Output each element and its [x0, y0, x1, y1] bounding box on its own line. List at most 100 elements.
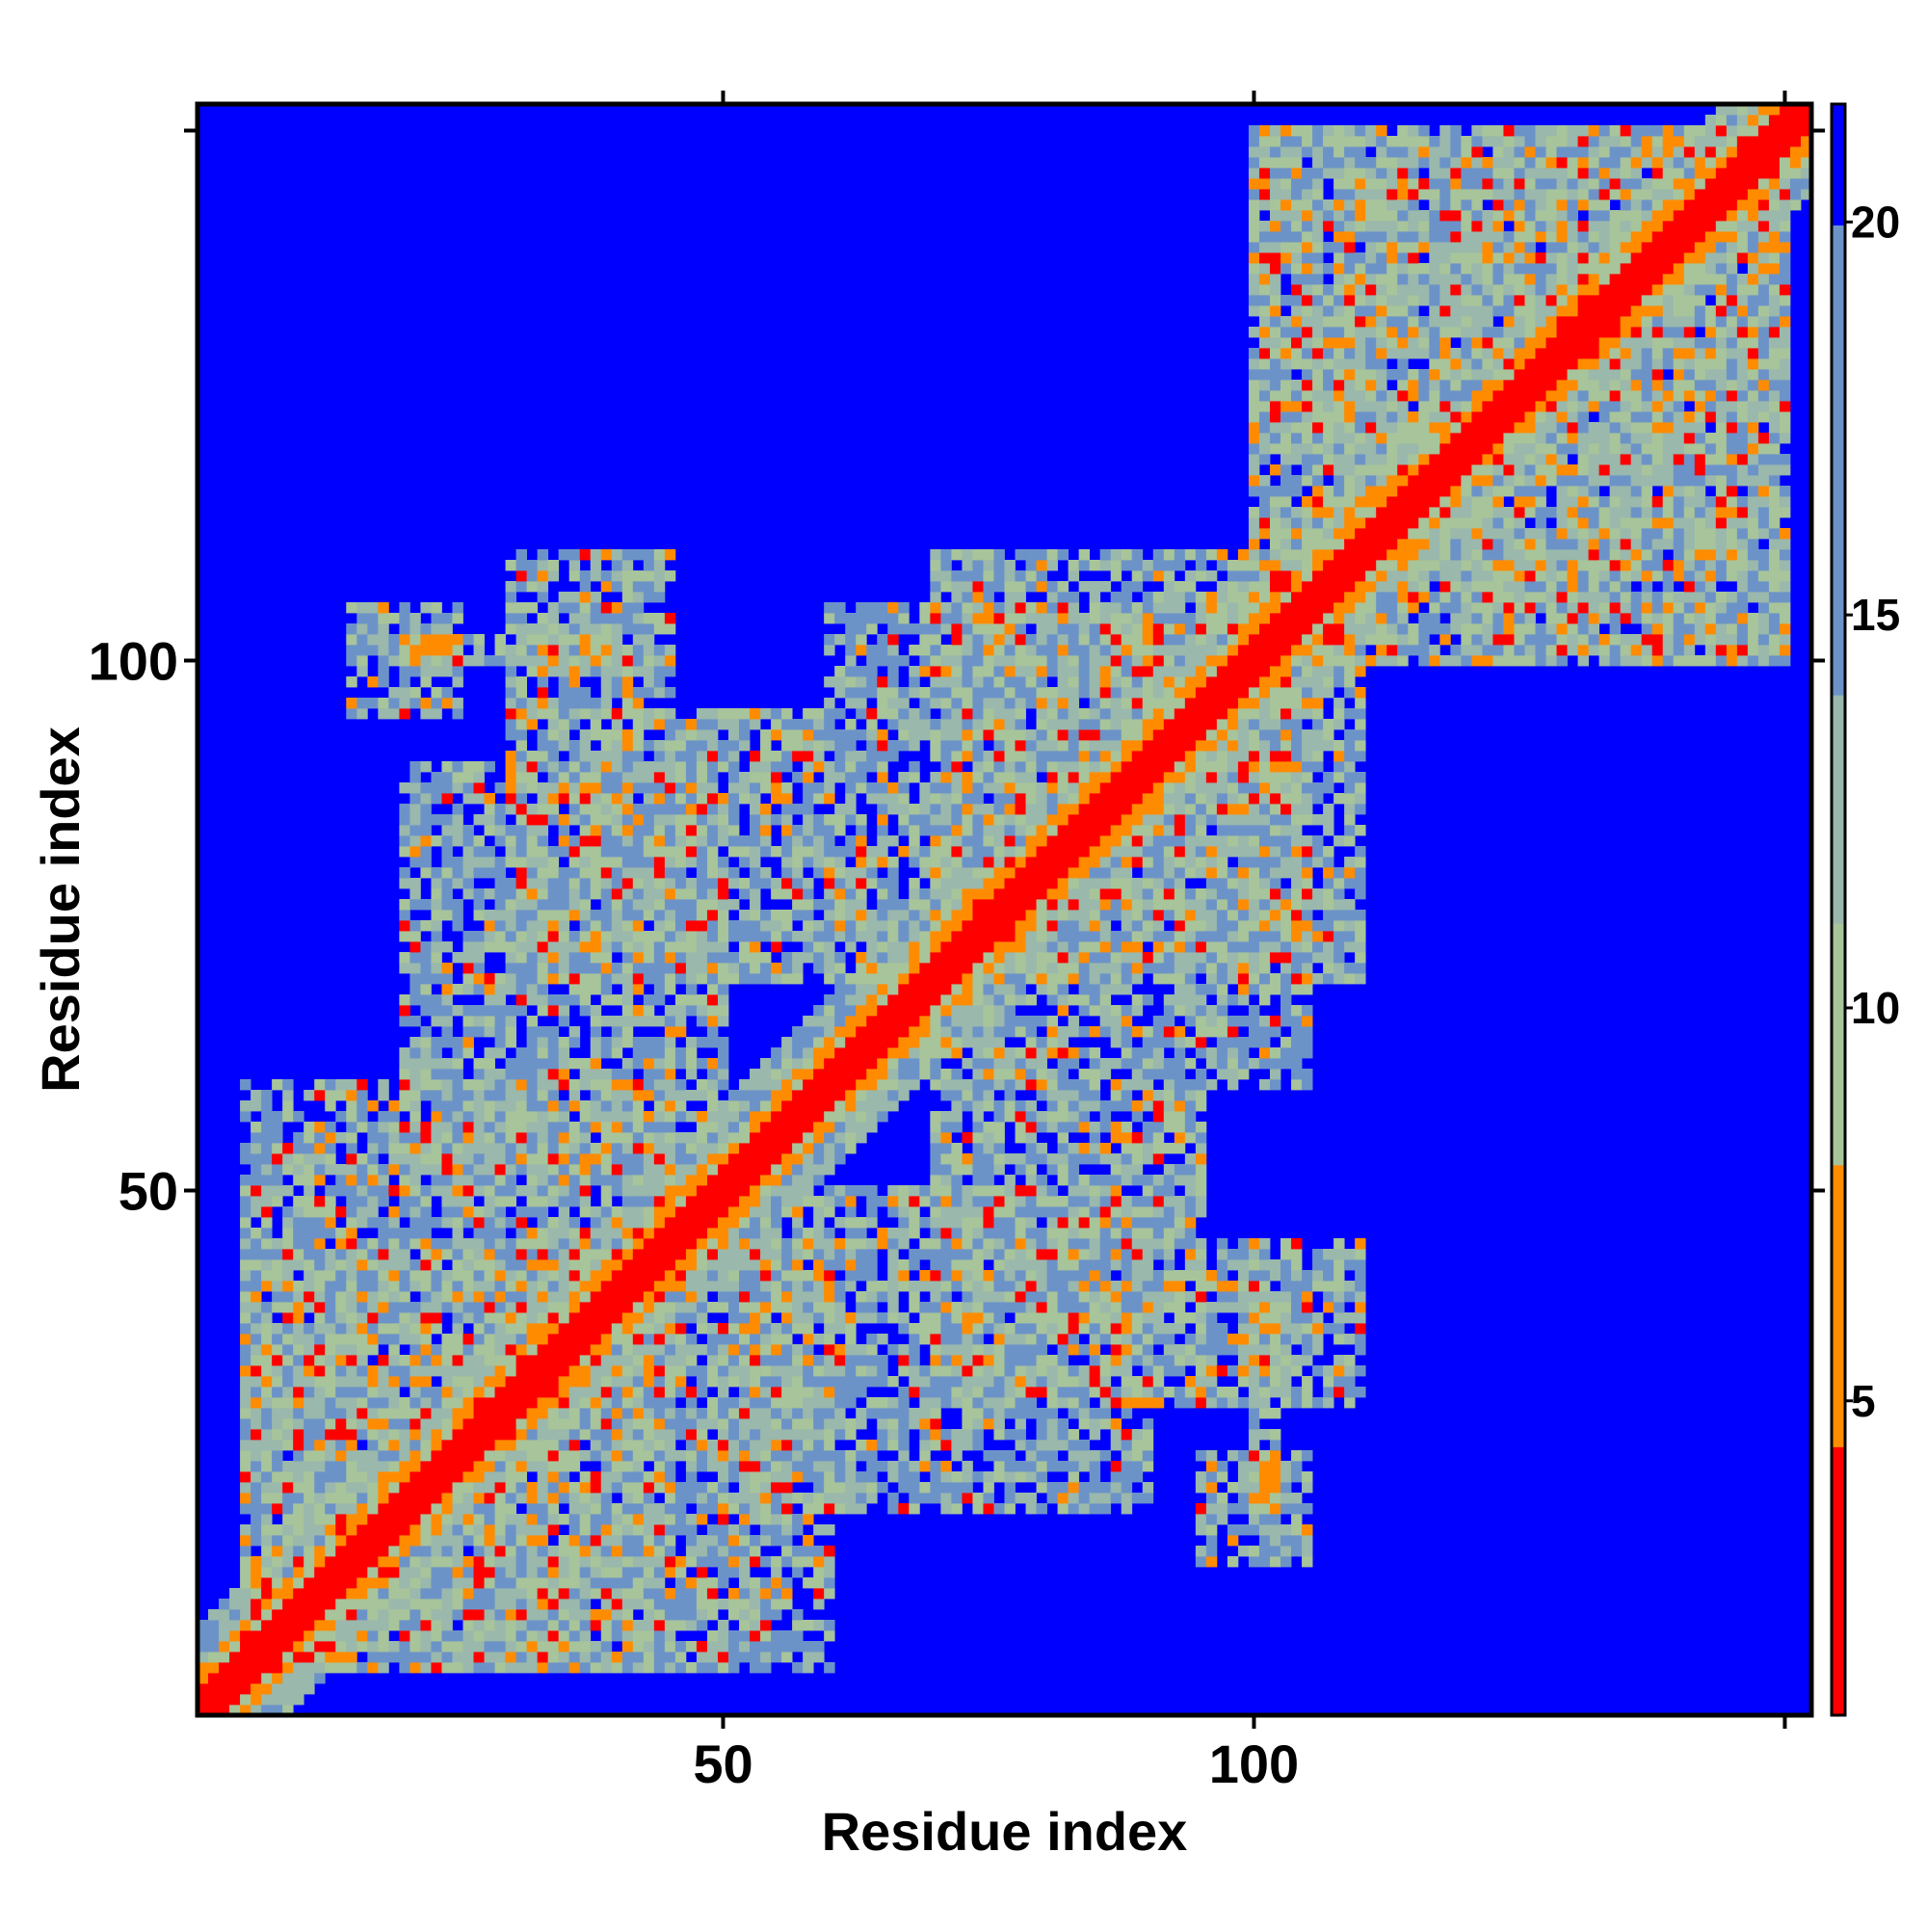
heatmap-cell	[643, 1630, 655, 1642]
heatmap-cell	[261, 1217, 273, 1229]
heatmap-cell	[420, 1238, 432, 1250]
heatmap-cell	[696, 782, 708, 794]
heatmap-cell	[643, 1535, 655, 1547]
heatmap-cell	[909, 1493, 920, 1504]
heatmap-cell	[537, 1577, 549, 1589]
heatmap-cell	[335, 1132, 347, 1144]
heatmap-cell	[558, 1206, 570, 1218]
heatmap-cell	[378, 1249, 389, 1260]
heatmap-cell	[653, 1365, 666, 1377]
heatmap-cell	[515, 1312, 528, 1324]
heatmap-cell	[621, 1524, 634, 1536]
heatmap-cell	[346, 1620, 357, 1631]
heatmap-cell	[515, 1524, 528, 1536]
heatmap-cell	[909, 910, 920, 921]
heatmap-cell	[558, 1450, 570, 1462]
heatmap-cell	[739, 1376, 751, 1388]
heatmap-cell	[664, 1026, 676, 1038]
heatmap-cell	[399, 1016, 410, 1027]
heatmap-cell	[399, 1599, 410, 1610]
heatmap-cell	[803, 1069, 814, 1080]
heatmap-cell	[579, 1397, 592, 1409]
heatmap-cell	[261, 1652, 273, 1663]
heatmap-cell	[378, 1397, 389, 1409]
heatmap-cell	[887, 708, 899, 720]
heatmap-cell	[803, 1546, 814, 1557]
heatmap-cell	[727, 1143, 740, 1154]
heatmap-cell	[293, 1577, 304, 1589]
heatmap-cell	[856, 1503, 867, 1515]
heatmap-cell	[515, 1111, 528, 1123]
heatmap-cell	[356, 1418, 368, 1430]
heatmap-cell	[537, 920, 549, 932]
heatmap-cell	[834, 804, 846, 815]
heatmap-cell	[632, 1334, 645, 1345]
heatmap-cell	[452, 698, 463, 709]
heatmap-cell	[856, 899, 867, 911]
heatmap-cell	[600, 1397, 613, 1409]
heatmap-cell	[685, 857, 698, 868]
heatmap-cell	[579, 549, 592, 561]
heatmap-cell	[621, 666, 634, 677]
heatmap-cell	[484, 1291, 495, 1303]
heatmap-cell	[887, 698, 899, 709]
heatmap-cell	[664, 1397, 676, 1409]
heatmap-cell	[685, 1069, 698, 1080]
heatmap-cell	[505, 1503, 516, 1515]
heatmap-cell	[335, 1344, 347, 1356]
heatmap-cell	[706, 1365, 719, 1377]
heatmap-cell	[856, 708, 867, 720]
heatmap-cell	[643, 761, 655, 773]
heatmap-cell	[325, 1588, 336, 1600]
heatmap-cell	[568, 1641, 581, 1653]
heatmap-cell	[824, 1418, 835, 1430]
heatmap-cell	[399, 1132, 410, 1144]
heatmap-cell	[685, 941, 698, 953]
heatmap-cell	[558, 1493, 570, 1504]
heatmap-cell	[717, 984, 729, 995]
heatmap-cell	[590, 888, 602, 900]
heatmap-cell	[325, 1376, 336, 1388]
heatmap-cell	[378, 1556, 389, 1568]
heatmap-cell	[813, 1471, 825, 1483]
heatmap-cell	[717, 1546, 729, 1557]
heatmap-cell	[409, 1079, 421, 1091]
heatmap-cell	[611, 867, 623, 879]
heatmap-cell	[356, 1206, 368, 1218]
heatmap-cell	[441, 1143, 453, 1154]
heatmap-cell	[537, 1249, 549, 1260]
heatmap-cell	[803, 1450, 814, 1462]
heatmap-cell	[473, 1450, 485, 1462]
heatmap-cell	[304, 1334, 315, 1345]
heatmap-cell	[611, 1365, 623, 1377]
heatmap-cell	[441, 1620, 453, 1631]
heatmap-cell	[526, 1514, 539, 1525]
heatmap-cell	[505, 1365, 516, 1377]
heatmap-cell	[898, 1344, 910, 1356]
heatmap-cell	[568, 1461, 581, 1472]
heatmap-cell	[611, 931, 623, 942]
heatmap-cell	[685, 1238, 698, 1250]
heatmap-cell	[219, 1609, 230, 1621]
heatmap-cell	[441, 613, 453, 624]
heatmap-cell	[431, 708, 442, 720]
heatmap-cell	[621, 1471, 634, 1483]
heatmap-cell	[579, 1312, 592, 1324]
heatmap-cell	[409, 1090, 421, 1101]
heatmap-cell	[750, 1440, 761, 1451]
heatmap-cell	[877, 1461, 888, 1472]
heatmap-cell	[462, 1217, 474, 1229]
heatmap-cell	[760, 1259, 772, 1271]
heatmap-cell	[696, 1058, 708, 1070]
heatmap-cell	[251, 1450, 262, 1462]
heatmap-cell	[526, 1270, 539, 1282]
heatmap-cell	[813, 1005, 825, 1017]
heatmap-cell	[441, 1599, 453, 1610]
heatmap-cell	[240, 1249, 251, 1260]
heatmap-cell	[750, 1630, 761, 1642]
heatmap-cell	[632, 1312, 645, 1324]
heatmap-cell	[653, 910, 666, 921]
heatmap-cell	[505, 1111, 516, 1123]
heatmap-cell	[845, 740, 857, 752]
heatmap-cell	[803, 1365, 814, 1377]
